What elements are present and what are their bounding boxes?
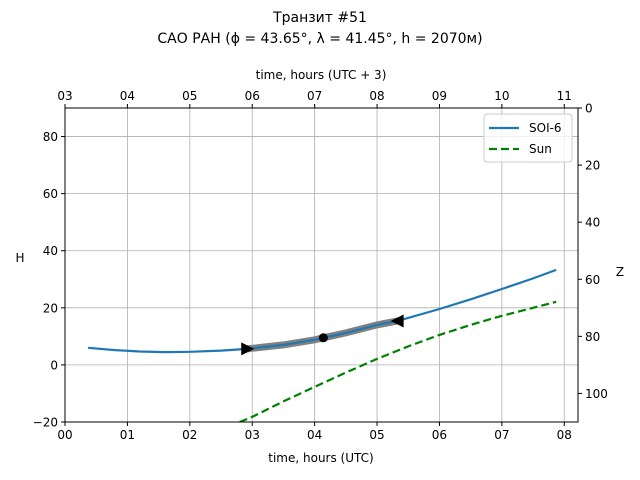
- axes-frame: [64, 107, 579, 423]
- marker-start: [241, 342, 255, 356]
- series-line-sun: [239, 300, 557, 422]
- marker-end: [390, 314, 404, 328]
- y-tick-label: 60: [43, 187, 58, 201]
- x-tick-label: 07: [494, 428, 509, 442]
- y-right-tick-label: 100: [585, 387, 608, 401]
- y-right-tick-label: 80: [585, 330, 600, 344]
- x-top-tick-label: 09: [432, 89, 447, 103]
- plot-marks: [88, 268, 557, 422]
- x-tick-label: 05: [369, 428, 384, 442]
- y-tick-label: 80: [43, 130, 58, 144]
- y-axis-right-label: Z: [616, 265, 624, 279]
- x-top-tick-label: 11: [557, 89, 572, 103]
- x-top-tick-label: 03: [57, 89, 72, 103]
- y-right-tick-label: 60: [585, 273, 600, 287]
- x-tick-label: 00: [57, 428, 72, 442]
- x-top-tick-label: 08: [369, 89, 384, 103]
- legend-label-sun: Sun: [529, 142, 552, 156]
- x-tick-label: 03: [245, 428, 260, 442]
- series-line-soi-6: [88, 268, 557, 354]
- chart-title-line2: САО РАН (ϕ = 43.65°, λ = 41.45°, h = 207…: [157, 31, 482, 47]
- x-axis-top-label: time, hours (UTC + 3): [256, 68, 387, 82]
- x-tick-label: 01: [120, 428, 135, 442]
- x-top-tick-label: 04: [120, 89, 135, 103]
- x-tick-label: 08: [557, 428, 572, 442]
- y-tick-label: 40: [43, 244, 58, 258]
- chart-title-line1: Транзит #51: [272, 10, 367, 26]
- y-tick-label: 20: [43, 301, 58, 315]
- y-right-tick-label: 20: [585, 159, 600, 173]
- x-top-tick-label: 06: [245, 89, 260, 103]
- marker-peak: [318, 333, 328, 343]
- x-tick-label: 04: [307, 428, 322, 442]
- x-top-tick-label: 05: [182, 89, 197, 103]
- x-tick-label: 06: [432, 428, 447, 442]
- y-right-tick-label: 40: [585, 216, 600, 230]
- y-tick-label: −20: [33, 416, 58, 430]
- x-top-tick-label: 10: [494, 89, 509, 103]
- legend: SOI-6 Sun: [483, 113, 573, 163]
- x-axis-label: time, hours (UTC): [268, 451, 373, 465]
- x-tick-label: 02: [182, 428, 197, 442]
- y-axis-label: H: [15, 251, 24, 265]
- x-top-tick-label: 07: [307, 89, 322, 103]
- legend-label-soi6: SOI-6: [529, 121, 562, 135]
- y-tick-label: 0: [50, 358, 58, 372]
- y-right-tick-label: 0: [585, 102, 593, 116]
